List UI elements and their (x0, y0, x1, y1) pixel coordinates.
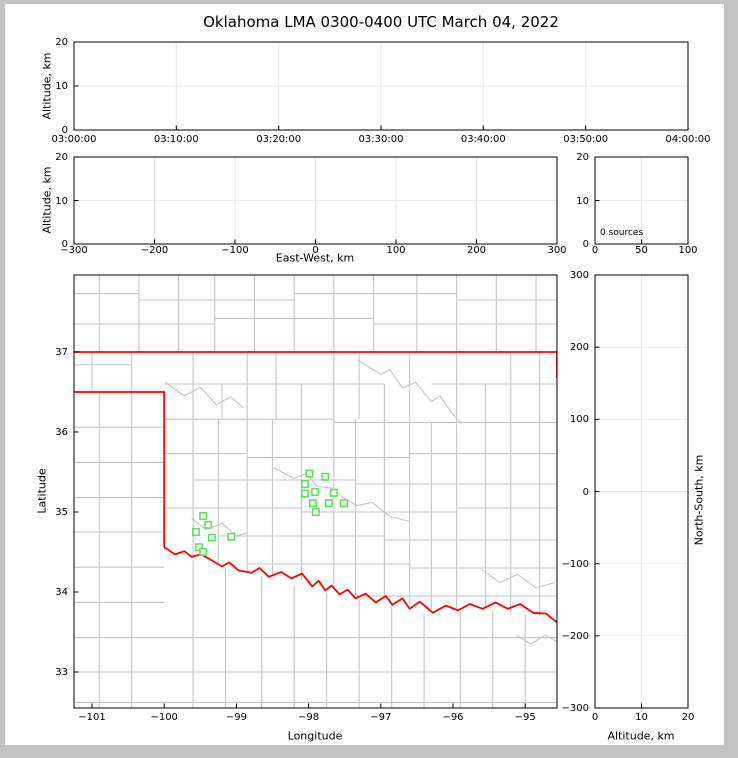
map-xtick-3: −98 (298, 712, 320, 723)
ns-panel-xlabel: Altitude, km (607, 729, 675, 743)
map-ytick-3: 34 (55, 587, 68, 598)
figure-title: Oklahoma LMA 0300-0400 UTC March 04, 202… (203, 13, 559, 31)
frame-time_height (73, 41, 689, 131)
time_height-xtick-2: 03:20:00 (256, 134, 302, 145)
county-lines (74, 275, 557, 708)
histogram-ytick-0: 0 (582, 239, 589, 250)
time_height-xtick-0: 03:00:00 (51, 134, 97, 145)
frame-histogram (594, 156, 689, 245)
lma-stations (192, 469, 348, 556)
time_height-ytick-1: 10 (55, 81, 68, 92)
time_height-xtick-6: 04:00:00 (665, 134, 711, 145)
station-marker (340, 499, 348, 508)
histogram-ytick-1: 10 (576, 195, 589, 207)
histogram-xtick-0: 0 (591, 245, 599, 256)
ns_height-ytick-2: 100 (569, 414, 589, 426)
time_height-xtick-4: 03:40:00 (460, 134, 506, 145)
time_height-xtick-5: 03:50:00 (563, 134, 609, 145)
time_height-ytick-0: 0 (61, 125, 68, 136)
time_height-xtick-3: 03:30:00 (358, 134, 404, 145)
map-ytick-2: 35 (55, 507, 68, 518)
map-ytick-0: 37 (55, 347, 68, 358)
time_height-ytick-2: 20 (55, 37, 68, 48)
station-marker (311, 508, 320, 516)
histogram-xtick-1: 50 (635, 245, 648, 256)
map-xtick-6: −95 (514, 712, 536, 723)
map-ytick-1: 36 (55, 427, 68, 438)
map-ytick-4: 33 (55, 667, 68, 678)
station-marker (311, 488, 320, 496)
ew-panel-xlabel: East-West, km (275, 251, 355, 265)
station-marker (199, 512, 208, 520)
panel-ew_height (74, 157, 557, 244)
station-marker (308, 499, 317, 508)
map-xtick-4: −97 (370, 712, 392, 723)
ew_height-xtick-2: −100 (221, 245, 249, 256)
station-marker (301, 480, 309, 488)
ew_height-xtick-5: 200 (466, 245, 487, 256)
map-xlabel: Longitude (287, 729, 343, 743)
map-xtick-1: −100 (150, 712, 178, 723)
ns_height-ytick-1: 200 (569, 342, 589, 354)
ns_height-xtick-0: 0 (591, 712, 599, 723)
station-marker (194, 543, 203, 552)
station-marker (321, 472, 330, 481)
ns_height-xtick-2: 20 (681, 712, 695, 723)
ns_height-ytick-3: 0 (582, 486, 589, 498)
station-marker (192, 528, 200, 536)
station-marker (324, 499, 333, 508)
station-marker (199, 548, 208, 556)
ew_height-xtick-0: −300 (60, 245, 88, 256)
ew_height-xtick-4: 100 (386, 245, 406, 256)
station-marker (207, 533, 216, 542)
station-marker (329, 488, 338, 497)
panel-histogram (595, 157, 688, 244)
ns-panel-ylabel: North-South, km (692, 454, 706, 546)
ew_height-ytick-0: 0 (61, 239, 68, 250)
ew_height-ytick-1: 10 (55, 195, 68, 207)
time_height-xtick-1: 03:10:00 (153, 134, 199, 145)
station-marker (227, 532, 236, 541)
ew_height-xtick-3: 0 (312, 245, 319, 256)
map-content (74, 275, 557, 708)
frame-ns_height (594, 274, 689, 709)
ew_height-xtick-6: 300 (547, 245, 567, 256)
ns_height-xtick-1: 10 (635, 712, 648, 723)
figure-background (5, 4, 724, 745)
ns_height-ytick-5: −200 (561, 630, 589, 642)
map-xtick-2: −99 (225, 712, 247, 723)
histogram-xtick-2: 100 (678, 245, 698, 256)
station-marker (204, 520, 213, 529)
ns_height-ytick-6: −300 (561, 703, 589, 714)
station-marker (301, 489, 309, 498)
map-xtick-0: −101 (78, 712, 106, 723)
histogram-ytick-2: 20 (576, 152, 589, 163)
station-marker (305, 469, 314, 478)
frame-map (73, 274, 558, 709)
ew_height-xtick-1: −200 (140, 245, 169, 256)
ns_height-ytick-4: −100 (561, 558, 589, 570)
ns_height-ytick-0: 300 (569, 270, 589, 281)
panel-time_height (74, 42, 688, 130)
ew_height-ytick-2: 20 (55, 152, 68, 163)
panel-ns_height (595, 275, 688, 708)
map-xtick-5: −96 (442, 712, 464, 723)
state-border (74, 351, 557, 624)
histogram-annotation: 0 sources (600, 228, 644, 238)
frame-ew_height (73, 156, 558, 245)
